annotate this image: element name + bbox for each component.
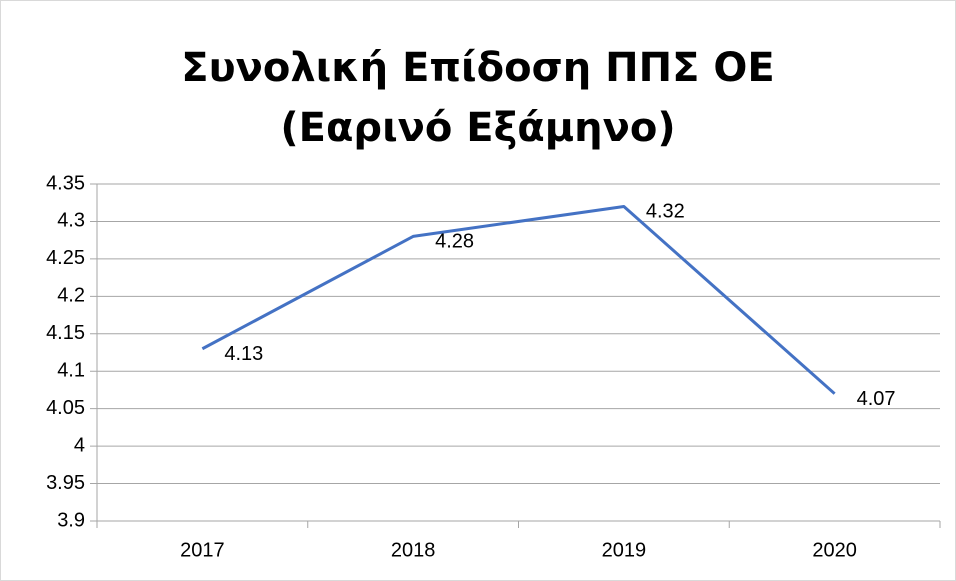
data-label: 4.32 bbox=[646, 201, 685, 223]
data-label: 4.07 bbox=[857, 388, 896, 410]
y-tick-label: 4.15 bbox=[46, 322, 85, 344]
y-tick-label: 3.95 bbox=[46, 472, 85, 494]
y-tick-label: 4.25 bbox=[46, 247, 85, 269]
y-tick-label: 4.35 bbox=[46, 172, 85, 194]
x-tick-label: 2019 bbox=[602, 539, 647, 561]
y-tick-label: 3.9 bbox=[57, 509, 85, 531]
y-tick-label: 4.1 bbox=[57, 360, 85, 382]
y-tick-label: 4.3 bbox=[57, 210, 85, 232]
y-tick-label: 4.2 bbox=[57, 285, 85, 307]
chart-title: Συνολική Επίδοση ΠΠΣ ΟΕ (Εαρινό Εξάμηνο) bbox=[181, 45, 775, 151]
x-tick-label: 2017 bbox=[180, 539, 225, 561]
data-label: 4.13 bbox=[224, 343, 263, 365]
x-tick-label: 2018 bbox=[391, 539, 436, 561]
x-tick-label: 2020 bbox=[812, 539, 857, 561]
y-tick-label: 4.05 bbox=[46, 397, 85, 419]
data-line bbox=[201, 204, 836, 395]
y-tick-label: 4 bbox=[74, 434, 85, 456]
data-label: 4.28 bbox=[435, 231, 474, 253]
